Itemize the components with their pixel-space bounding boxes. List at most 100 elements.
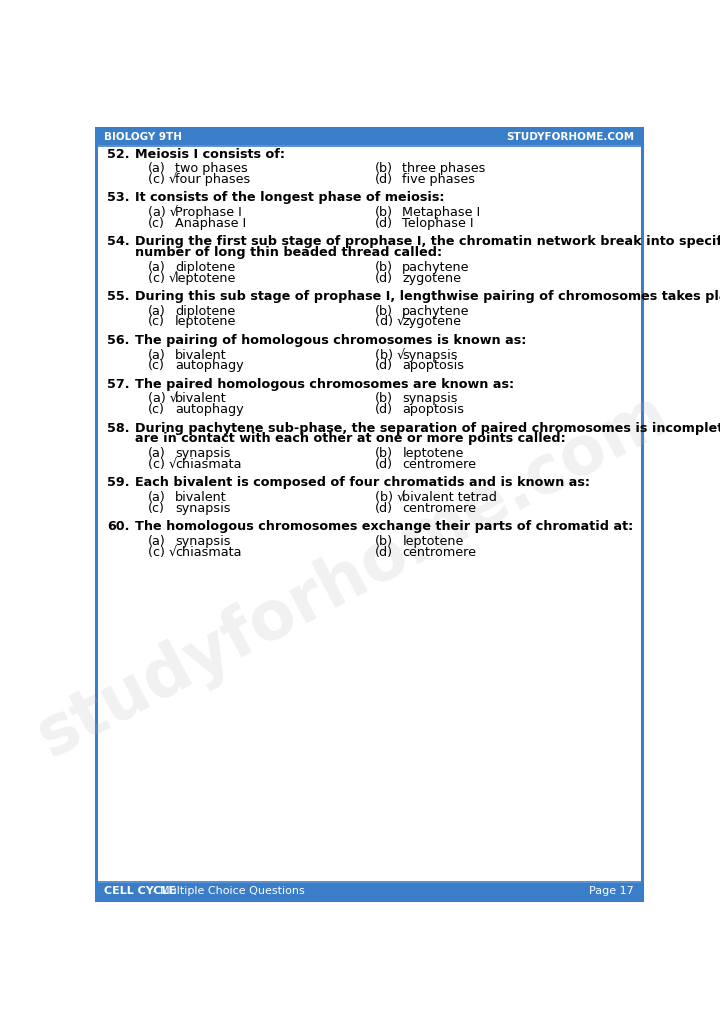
Text: (d): (d) xyxy=(375,502,393,515)
Text: It consists of the longest phase of meiosis:: It consists of the longest phase of meio… xyxy=(135,191,444,205)
Text: (c): (c) xyxy=(148,502,165,515)
Text: (a): (a) xyxy=(148,261,166,274)
Text: pachytene: pachytene xyxy=(402,261,470,274)
Text: studyforhome.com: studyforhome.com xyxy=(27,381,680,771)
Text: (b): (b) xyxy=(375,162,393,175)
FancyBboxPatch shape xyxy=(96,883,642,900)
Text: chiasmata: chiasmata xyxy=(175,546,242,559)
Text: (c) √: (c) √ xyxy=(148,272,177,285)
Text: STUDYFORHOME.COM: STUDYFORHOME.COM xyxy=(506,131,634,142)
Text: synapsis: synapsis xyxy=(175,447,230,460)
Text: During pachytene sub-phase, the separation of paired chromosomes is incomplete a: During pachytene sub-phase, the separati… xyxy=(135,421,720,435)
Text: centromere: centromere xyxy=(402,546,477,559)
Text: (a): (a) xyxy=(148,304,166,318)
Text: - Multiple Choice Questions: - Multiple Choice Questions xyxy=(149,887,305,897)
Text: Meiosis I consists of:: Meiosis I consists of: xyxy=(135,148,285,161)
Text: centromere: centromere xyxy=(402,502,477,515)
Text: 53.: 53. xyxy=(107,191,130,205)
Text: The homologous chromosomes exchange their parts of chromatid at:: The homologous chromosomes exchange thei… xyxy=(135,520,633,533)
Text: centromere: centromere xyxy=(402,458,477,471)
Text: (d): (d) xyxy=(375,458,393,471)
Text: (b) √: (b) √ xyxy=(375,491,405,504)
Text: (a): (a) xyxy=(148,348,166,361)
Text: zygotene: zygotene xyxy=(402,272,462,285)
Text: pachytene: pachytene xyxy=(402,304,470,318)
Text: are in contact with each other at one or more points called:: are in contact with each other at one or… xyxy=(135,433,566,446)
Text: number of long thin beaded thread called:: number of long thin beaded thread called… xyxy=(135,246,442,260)
Text: (c) √: (c) √ xyxy=(148,458,177,471)
Text: 59.: 59. xyxy=(107,476,130,490)
Text: During this sub stage of prophase I, lengthwise pairing of chromosomes takes pla: During this sub stage of prophase I, len… xyxy=(135,290,720,303)
Text: CELL CYCLE: CELL CYCLE xyxy=(104,887,176,897)
Text: (b): (b) xyxy=(375,447,393,460)
Text: 55.: 55. xyxy=(107,290,130,303)
Text: 52.: 52. xyxy=(107,148,130,161)
Text: (b): (b) xyxy=(375,206,393,219)
Text: (c): (c) xyxy=(148,316,165,329)
Text: (b): (b) xyxy=(375,304,393,318)
Text: Each bivalent is composed of four chromatids and is known as:: Each bivalent is composed of four chroma… xyxy=(135,476,590,490)
Text: (d): (d) xyxy=(375,359,393,373)
Text: synapsis: synapsis xyxy=(175,502,230,515)
Text: (c): (c) xyxy=(148,403,165,416)
Text: Page 17: Page 17 xyxy=(589,887,634,897)
Text: three phases: three phases xyxy=(402,162,486,175)
Text: Telophase I: Telophase I xyxy=(402,217,474,230)
Text: autophagy: autophagy xyxy=(175,359,244,373)
Text: Anaphase I: Anaphase I xyxy=(175,217,246,230)
Text: diplotene: diplotene xyxy=(175,304,235,318)
Text: 58.: 58. xyxy=(107,421,130,435)
Text: (d): (d) xyxy=(375,173,393,186)
Text: (d): (d) xyxy=(375,217,393,230)
Text: synapsis: synapsis xyxy=(402,392,458,405)
Text: (c): (c) xyxy=(148,359,165,373)
Text: leptotene: leptotene xyxy=(402,447,464,460)
Text: BIOLOGY 9TH: BIOLOGY 9TH xyxy=(104,131,182,142)
Text: 60.: 60. xyxy=(107,520,130,533)
Text: apoptosis: apoptosis xyxy=(402,359,464,373)
Text: synapsis: synapsis xyxy=(175,534,230,548)
Text: 54.: 54. xyxy=(107,235,130,248)
Text: (d): (d) xyxy=(375,403,393,416)
Text: (d): (d) xyxy=(375,546,393,559)
Text: 57.: 57. xyxy=(107,378,130,391)
Text: Prophase I: Prophase I xyxy=(175,206,242,219)
Text: (a): (a) xyxy=(148,534,166,548)
Text: The pairing of homologous chromosomes is known as:: The pairing of homologous chromosomes is… xyxy=(135,334,526,347)
Text: synapsis: synapsis xyxy=(402,348,458,361)
Text: apoptosis: apoptosis xyxy=(402,403,464,416)
Text: Metaphase I: Metaphase I xyxy=(402,206,480,219)
Text: bivalent tetrad: bivalent tetrad xyxy=(402,491,498,504)
Text: (b): (b) xyxy=(375,534,393,548)
FancyBboxPatch shape xyxy=(96,128,642,900)
Text: During the first sub stage of prophase I, the chromatin network break into speci: During the first sub stage of prophase I… xyxy=(135,235,720,248)
Text: (a) √: (a) √ xyxy=(148,206,178,219)
Text: (c): (c) xyxy=(148,217,165,230)
Text: zygotene: zygotene xyxy=(402,316,462,329)
Text: (b): (b) xyxy=(375,261,393,274)
Text: leptotene: leptotene xyxy=(402,534,464,548)
Text: (a): (a) xyxy=(148,447,166,460)
Text: chiasmata: chiasmata xyxy=(175,458,242,471)
Text: leptotene: leptotene xyxy=(175,272,237,285)
Text: (c) √: (c) √ xyxy=(148,546,177,559)
Text: two phases: two phases xyxy=(175,162,248,175)
Text: (a): (a) xyxy=(148,491,166,504)
Text: (a): (a) xyxy=(148,162,166,175)
Text: diplotene: diplotene xyxy=(175,261,235,274)
Text: autophagy: autophagy xyxy=(175,403,244,416)
Text: bivalent: bivalent xyxy=(175,392,227,405)
Text: (d): (d) xyxy=(375,272,393,285)
Text: five phases: five phases xyxy=(402,173,475,186)
Text: (a) √: (a) √ xyxy=(148,392,178,405)
Text: (d) √: (d) √ xyxy=(375,316,405,329)
Text: The paired homologous chromosomes are known as:: The paired homologous chromosomes are kn… xyxy=(135,378,514,391)
Text: bivalent: bivalent xyxy=(175,491,227,504)
Text: four phases: four phases xyxy=(175,173,251,186)
Text: (b) √: (b) √ xyxy=(375,348,405,361)
Text: (b): (b) xyxy=(375,392,393,405)
Text: bivalent: bivalent xyxy=(175,348,227,361)
Text: (c) √: (c) √ xyxy=(148,173,177,186)
Text: 56.: 56. xyxy=(107,334,130,347)
FancyBboxPatch shape xyxy=(96,128,642,146)
